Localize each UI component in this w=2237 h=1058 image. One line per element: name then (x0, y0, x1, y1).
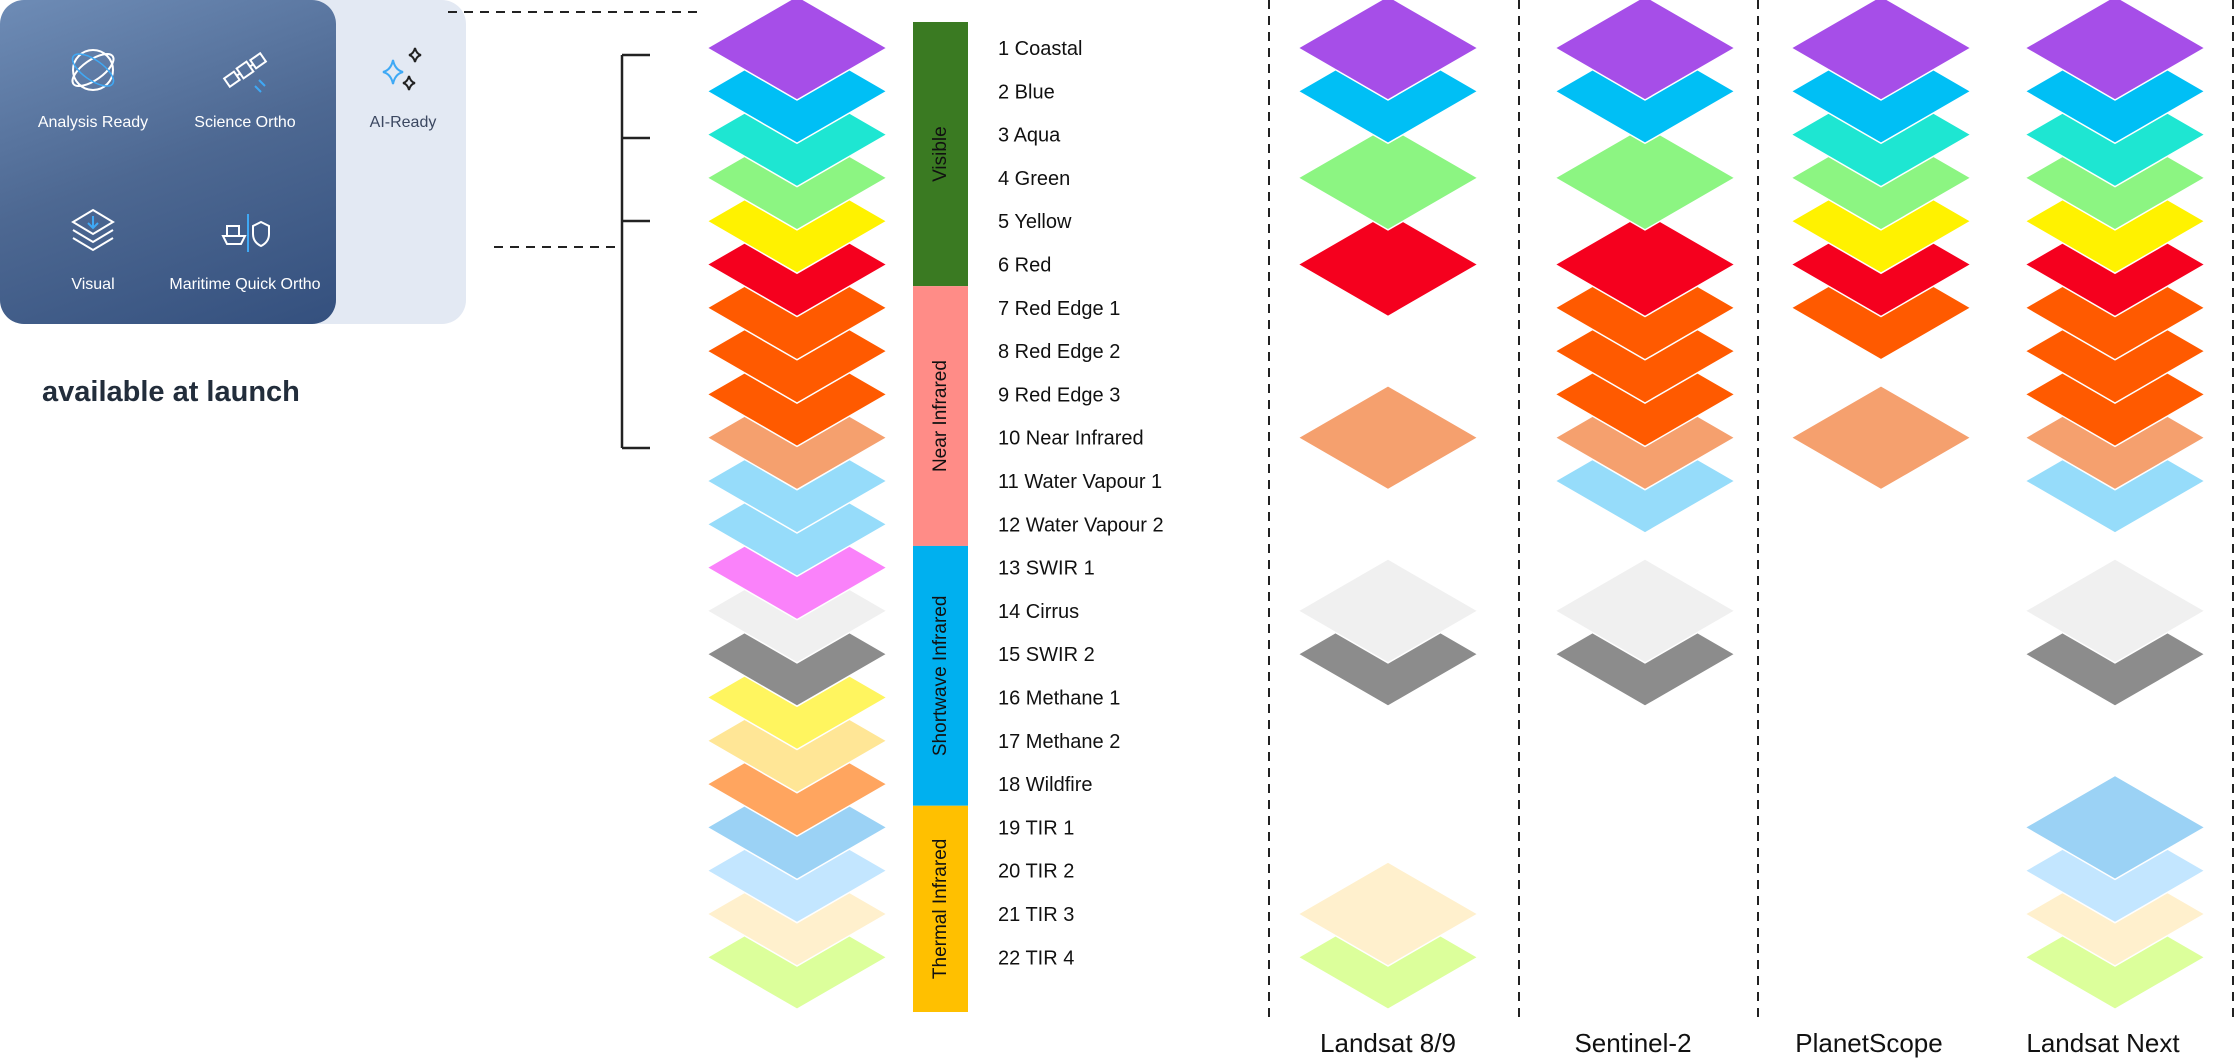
band-label: 10 Near Infrared (998, 428, 1144, 450)
band-label: 11 Water Vapour 1 (998, 471, 1162, 493)
platform-column: PlanetScope (1789, 0, 1973, 1058)
band-label-list: 1 Coastal 2 Blue 3 Aqua 4 Green 5 Yellow 6 Re… (998, 38, 1164, 969)
connector-lines (448, 11, 702, 450)
ship-shield-icon (221, 214, 270, 252)
platform-band-diamond (1553, 211, 1737, 318)
band-label: 13 SWIR 1 (998, 558, 1095, 580)
platform-column: Landsat 8/9 (1296, 0, 1480, 1058)
band-label: 6 Red (998, 255, 1051, 277)
band-label: 12 Water Vapour 2 (998, 514, 1164, 536)
products-panel: Analysis Ready Science Ortho AI-Ready (0, 0, 466, 324)
band-label: 8 Red Edge 2 (998, 341, 1120, 363)
platform-band-diamond (1296, 125, 1480, 231)
platform-dividers (1268, 0, 2234, 1020)
platform-columns: Landsat 8/9 Sentinel-2 PlanetScope Landsat … (1296, 0, 2207, 1058)
product-analysis-ready[interactable]: Analysis Ready (0, 40, 188, 132)
spectral-group-label: Thermal Infrared (930, 839, 951, 979)
product-label: Science Ortho (194, 114, 296, 131)
platform-band-diamond (1553, 0, 1737, 101)
spectral-group-segment (913, 286, 968, 546)
spectral-group-segment (913, 805, 968, 1012)
platform-band-diamond (2023, 0, 2207, 101)
sparkles-icon (382, 47, 422, 91)
spectral-group-segment (913, 22, 968, 287)
band-label: 3 Aqua (998, 125, 1061, 147)
product-label: AI-Ready (369, 114, 437, 131)
platform-column: Sentinel-2 (1553, 0, 1737, 1058)
product-maritime-quick-ortho[interactable]: Maritime Quick Ortho (150, 202, 340, 294)
platform-band-diamond (1296, 211, 1480, 318)
platform-band-diamond (1553, 558, 1737, 664)
platform-label: Landsat 8/9 (1320, 1028, 1456, 1058)
spectral-group-label: Near Infrared (930, 360, 951, 472)
platform-column: Landsat Next (2023, 0, 2207, 1058)
product-science-ortho[interactable]: Science Ortho (150, 40, 340, 132)
product-label: Analysis Ready (37, 114, 149, 131)
platform-label: Landsat Next (2026, 1028, 2180, 1058)
platform-label: PlanetScope (1795, 1028, 1942, 1058)
platform-band-diamond (1296, 384, 1480, 491)
band-label: 5 Yellow (998, 211, 1072, 233)
band-label: 2 Blue (998, 81, 1055, 103)
band-label: 21 TIR 3 (998, 904, 1074, 926)
layers-icon (71, 208, 115, 252)
band-label: 14 Cirrus (998, 601, 1079, 623)
band-label: 1 Coastal (998, 38, 1083, 60)
band-label: 16 Methane 1 (998, 688, 1120, 710)
satellite-icon (222, 51, 268, 93)
band-label: 17 Methane 2 (998, 731, 1120, 753)
platform-band-diamond (1789, 384, 1973, 491)
band-label: 22 TIR 4 (998, 947, 1074, 969)
product-label: Visual (71, 276, 115, 293)
band-diamond (705, 0, 889, 101)
band-label: 15 SWIR 2 (998, 644, 1095, 666)
platform-label: Sentinel-2 (1574, 1028, 1691, 1058)
platform-band-diamond (1296, 0, 1480, 101)
band-label: 4 Green (998, 168, 1070, 190)
spectral-group-label: Visible (930, 126, 951, 182)
spectral-group-segment (913, 545, 968, 806)
product-ai-ready[interactable]: AI-Ready (308, 40, 498, 132)
platform-band-diamond (1789, 0, 1973, 101)
platform-band-diamond (2023, 558, 2207, 664)
band-label: 7 Red Edge 1 (998, 298, 1120, 320)
platform-band-diamond (1553, 125, 1737, 231)
band-label: 18 Wildfire (998, 774, 1092, 796)
platform-band-diamond (1296, 558, 1480, 664)
platform-band-diamond (1296, 861, 1480, 967)
panel-highlight (0, 0, 336, 324)
band-stack (705, 0, 889, 1011)
product-visual[interactable]: Visual (0, 202, 188, 294)
band-label: 9 Red Edge 3 (998, 384, 1120, 406)
band-label: 19 TIR 1 (998, 817, 1074, 839)
launch-caption: available at launch (42, 376, 300, 408)
product-label: Maritime Quick Ortho (169, 276, 321, 293)
spectral-group-label: Shortwave Infrared (930, 596, 951, 757)
orbit-icon (71, 49, 115, 91)
platform-band-diamond (2023, 774, 2207, 881)
spectral-group-bar: Visible Near Infrared Shortwave Infrared Th… (913, 22, 968, 1012)
band-label: 20 TIR 2 (998, 861, 1074, 883)
